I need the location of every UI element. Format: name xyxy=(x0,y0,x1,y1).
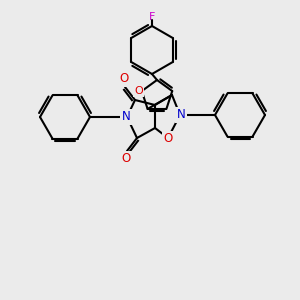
Text: N: N xyxy=(122,110,130,124)
Text: N: N xyxy=(177,109,185,122)
Text: O: O xyxy=(119,73,129,85)
Text: O: O xyxy=(122,152,130,166)
Text: F: F xyxy=(149,12,155,22)
Text: O: O xyxy=(164,133,172,146)
Text: O: O xyxy=(134,86,143,96)
